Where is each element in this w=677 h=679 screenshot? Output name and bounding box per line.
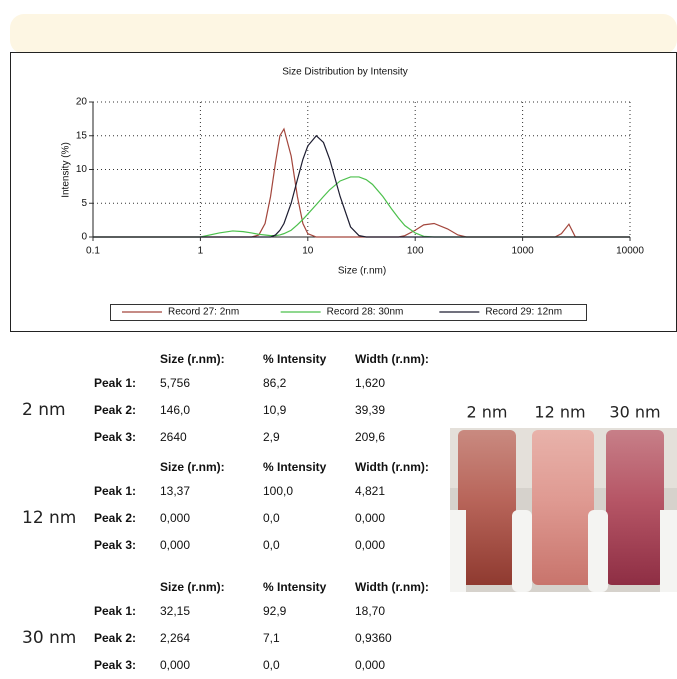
cell: 0,000 (355, 658, 385, 672)
cell: 0,000 (355, 538, 385, 552)
column-header: Size (r.nm): (160, 460, 225, 474)
cell: 0,000 (160, 658, 190, 672)
x-tick-label: 0.1 (86, 246, 100, 257)
cell: 2,9 (263, 430, 280, 444)
group-label: 12 nm (22, 508, 76, 528)
cell: 10,9 (263, 403, 287, 417)
cell: 32,15 (160, 604, 190, 618)
cell: 2640 (160, 430, 187, 444)
row-label: Peak 3: (94, 658, 136, 672)
cell: 146,0 (160, 403, 190, 417)
legend-label: Record 27: 2nm (168, 307, 239, 318)
cell: 209,6 (355, 430, 385, 444)
legend-label: Record 29: 12nm (485, 307, 562, 318)
cell: 100,0 (263, 484, 293, 498)
column-header: % Intensity (263, 352, 327, 366)
column-header: Width (r.nm): (355, 352, 429, 366)
cell: 86,2 (263, 376, 287, 390)
row-label: Peak 2: (94, 511, 136, 525)
column-header: Width (r.nm): (355, 460, 429, 474)
cell: 4,821 (355, 484, 385, 498)
column-header: % Intensity (263, 460, 327, 474)
x-tick-label: 1 (198, 246, 204, 257)
column-header: Width (r.nm): (355, 580, 429, 594)
row-label: Peak 2: (94, 631, 136, 645)
y-tick-label: 5 (81, 198, 87, 209)
photo-label: 30 nm (609, 403, 660, 422)
x-tick-label: 10000 (616, 246, 644, 257)
cell: 2,264 (160, 631, 190, 645)
x-tick-label: 10 (302, 246, 314, 257)
photo (450, 428, 677, 592)
cell: 1,620 (355, 376, 385, 390)
x-axis-label: Size (r.nm) (338, 266, 386, 277)
y-axis-label: Intensity (%) (61, 142, 72, 198)
cell: 39,39 (355, 403, 385, 417)
y-tick-label: 0 (81, 232, 87, 243)
series-line (93, 127, 630, 238)
row-label: Peak 1: (94, 604, 136, 618)
cell: 0,0 (263, 538, 280, 552)
chart-frame (10, 52, 677, 332)
cell: 13,37 (160, 484, 190, 498)
column-header: Size (r.nm): (160, 580, 225, 594)
y-tick-label: 15 (76, 130, 88, 141)
photo-label: 2 nm (467, 403, 508, 422)
legend-box (110, 304, 587, 321)
row-label: Peak 3: (94, 538, 136, 552)
cell: 0,000 (355, 511, 385, 525)
cell: 0,9360 (355, 631, 392, 645)
y-tick-label: 10 (76, 164, 88, 175)
cell: 92,9 (263, 604, 287, 618)
column-header: % Intensity (263, 580, 327, 594)
cell: 7,1 (263, 631, 280, 645)
group-label: 30 nm (22, 628, 76, 648)
cell: 0,0 (263, 658, 280, 672)
photo-label: 12 nm (534, 403, 585, 422)
cell: 0,0 (263, 511, 280, 525)
cell: 5,756 (160, 376, 190, 390)
series-line (93, 134, 630, 238)
row-label: Peak 1: (94, 376, 136, 390)
column-header: Size (r.nm): (160, 352, 225, 366)
cell: 18,70 (355, 604, 385, 618)
cell: 0,000 (160, 511, 190, 525)
legend-label: Record 28: 30nm (327, 307, 404, 318)
group-label: 2 nm (22, 400, 66, 420)
x-tick-label: 1000 (511, 246, 534, 257)
row-label: Peak 2: (94, 403, 136, 417)
chart-title: Size Distribution by Intensity (282, 67, 408, 78)
row-label: Peak 1: (94, 484, 136, 498)
row-label: Peak 3: (94, 430, 136, 444)
x-tick-label: 100 (407, 246, 424, 257)
y-tick-label: 20 (76, 97, 88, 108)
cell: 0,000 (160, 538, 190, 552)
banner (10, 14, 677, 54)
